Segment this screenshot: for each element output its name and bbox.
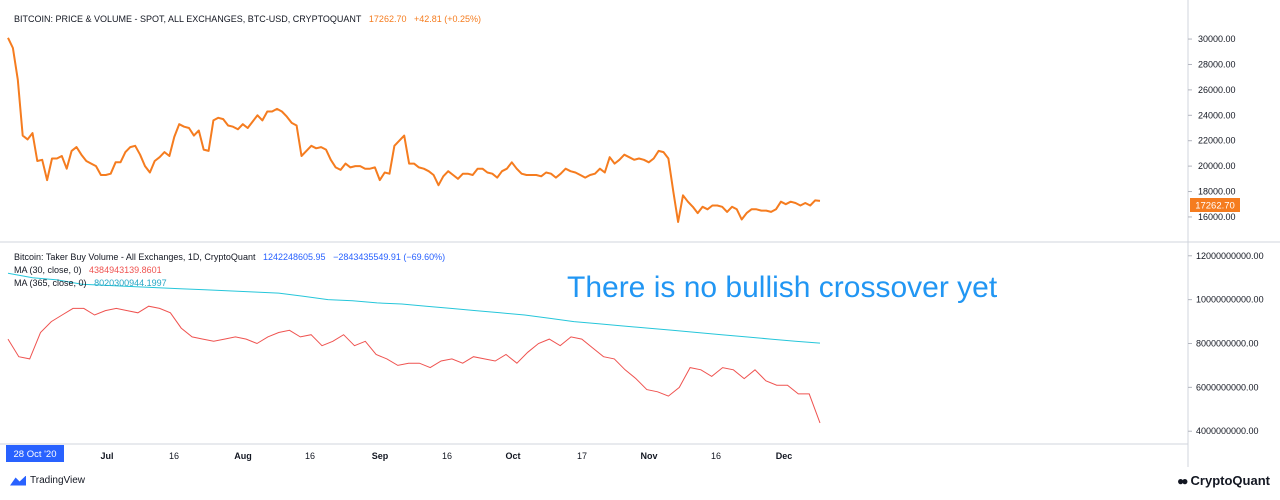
volume-axis-tick-label: 6000000000.00 — [1196, 382, 1259, 392]
x-axis-tick-label: Sep — [372, 451, 389, 461]
price-legend: BITCOIN: PRICE & VOLUME - SPOT, ALL EXCH… — [14, 14, 486, 24]
price-axis-tick-label: 20000.00 — [1198, 161, 1236, 171]
ma30-legend-label: MA (30, close, 0) — [14, 265, 82, 275]
volume-axis-tick-label: 10000000000.00 — [1196, 295, 1264, 305]
x-axis-tick-label: 16 — [305, 451, 315, 461]
tradingview-label: TradingView — [30, 475, 86, 486]
x-axis-tick-label: Aug — [234, 451, 252, 461]
price-axis-tick-label: 26000.00 — [1198, 85, 1236, 95]
ma30-legend-value: 4384943139.8601 — [89, 265, 162, 275]
tradingview-icon — [10, 475, 26, 486]
crosshair-date-text: 28 Oct '20 — [13, 449, 56, 460]
price-legend-change: +42.81 (+0.25%) — [413, 14, 482, 24]
tradingview-logo[interactable]: TradingView — [10, 475, 85, 486]
cryptoquant-logo: ●● CryptoQuant — [1177, 473, 1270, 488]
ma30-line — [7, 305, 821, 424]
ma365-legend: MA (365, close, 0) 8020300944.1997 — [14, 278, 172, 288]
x-axis-tick-label: Dec — [776, 451, 793, 461]
price-axis-tick-label: 24000.00 — [1198, 110, 1236, 120]
x-axis-tick-label: Oct — [505, 451, 520, 461]
x-axis-tick-label: 16 — [711, 451, 721, 461]
x-axis-tick-label: 16 — [169, 451, 179, 461]
volume-legend-title: Bitcoin: Taker Buy Volume - All Exchange… — [14, 252, 256, 262]
x-axis-tick-label: 16 — [442, 451, 452, 461]
x-axis-tick-label: Jul — [100, 451, 113, 461]
crosshair-date-badge — [6, 445, 64, 462]
volume-axis-tick-label: 12000000000.00 — [1196, 251, 1264, 261]
price-legend-last: 17262.70 — [368, 14, 407, 24]
annotation-text: There is no bullish crossover yet — [567, 271, 998, 304]
price-axis-tick-label: 18000.00 — [1198, 187, 1236, 197]
price-axis-tick-label: 16000.00 — [1198, 212, 1236, 222]
ma365-legend-label: MA (365, close, 0) — [14, 278, 87, 288]
x-axis-tick-label: 17 — [577, 451, 587, 461]
last-price-badge — [1190, 198, 1240, 212]
x-axis-tick-label: Nov — [640, 451, 657, 461]
volume-legend-value: 1242248605.95 — [262, 252, 326, 262]
volume-legend: Bitcoin: Taker Buy Volume - All Exchange… — [14, 252, 450, 262]
price-axis-tick-label: 30000.00 — [1198, 34, 1236, 44]
volume-legend-change: −2843435549.91 (−69.60%) — [333, 252, 446, 262]
price-line — [7, 37, 821, 223]
ma365-line — [7, 272, 821, 344]
cryptoquant-label: CryptoQuant — [1190, 473, 1270, 488]
ma30-legend: MA (30, close, 0) 4384943139.8601 — [14, 265, 167, 275]
price-axis-tick-label: 28000.00 — [1198, 59, 1236, 69]
last-price-badge-text: 17262.70 — [1195, 201, 1235, 212]
volume-axis-tick-label: 4000000000.00 — [1196, 426, 1259, 436]
price-axis-tick-label: 22000.00 — [1198, 136, 1236, 146]
price-legend-title: BITCOIN: PRICE & VOLUME - SPOT, ALL EXCH… — [14, 14, 362, 24]
cryptoquant-icon: ●● — [1177, 473, 1188, 488]
volume-axis-tick-label: 8000000000.00 — [1196, 339, 1259, 349]
ma365-legend-value: 8020300944.1997 — [94, 278, 167, 288]
